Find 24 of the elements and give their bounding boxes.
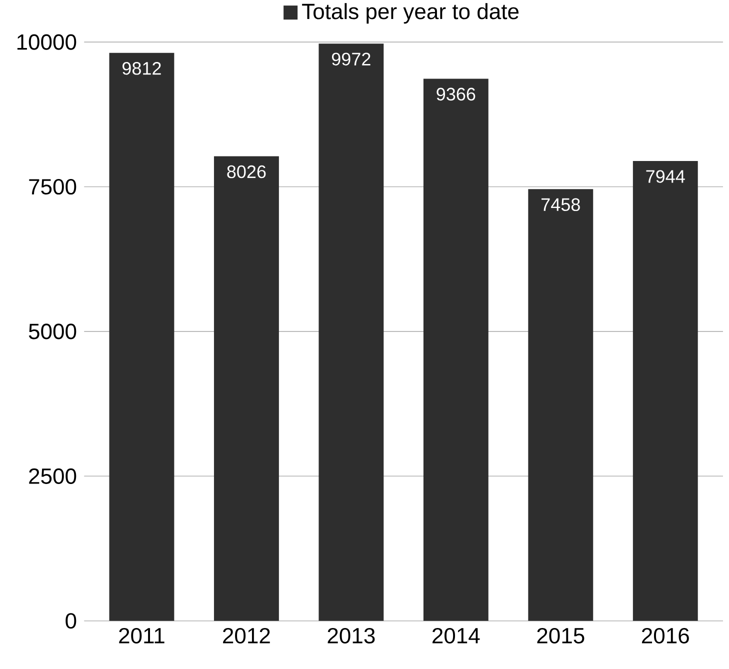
x-tick-label: 2016	[642, 628, 689, 644]
y-tick-label: 0	[66, 613, 76, 629]
x-tick-label: 2014	[432, 628, 480, 644]
y-tick-label: 2500	[29, 468, 76, 484]
data-label: 8026	[227, 165, 266, 178]
data-label: 9366	[436, 88, 476, 101]
bar	[109, 52, 174, 621]
bar	[423, 78, 488, 621]
data-label: 9812	[122, 62, 161, 75]
y-tick-label: 5000	[28, 324, 76, 340]
data-label: 7458	[542, 198, 580, 212]
x-tick-label: 2013	[328, 628, 375, 644]
legend-label: Totals per year to date	[302, 3, 519, 24]
data-label: 9972	[332, 52, 370, 66]
bar	[528, 189, 594, 621]
bar	[214, 156, 279, 621]
x-tick-label: 2012	[223, 628, 270, 644]
x-tick-label: 2015	[537, 628, 584, 644]
y-tick-label: 7500	[29, 179, 76, 195]
bar	[632, 161, 698, 621]
data-label: 7944	[646, 170, 685, 183]
bar	[318, 44, 384, 621]
y-tick-label: 10000	[17, 34, 76, 50]
x-tick-label: 2011	[119, 628, 164, 644]
